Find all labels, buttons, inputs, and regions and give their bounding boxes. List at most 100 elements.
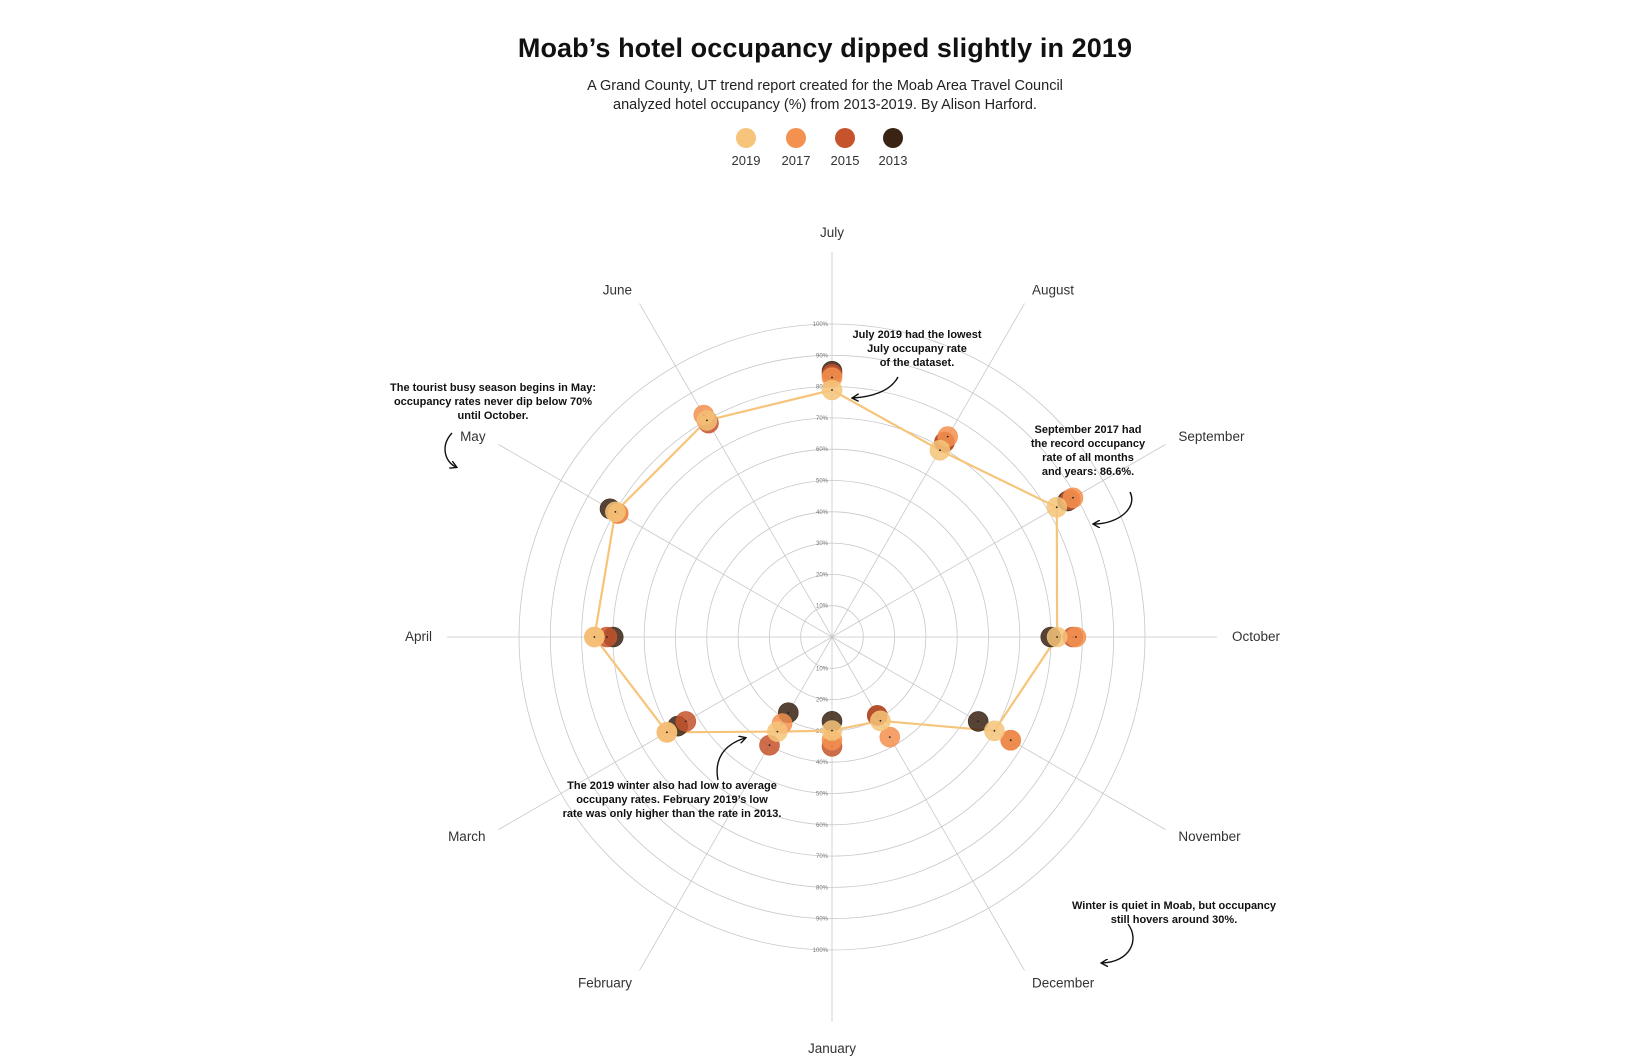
annotation-arrow-december [1102,923,1134,963]
annotation-arrow-july [853,376,899,398]
data-point-center-2019-march [666,731,668,734]
month-label-august: August [1032,283,1074,298]
axis-may [498,444,833,638]
data-point-center-2019-october [1056,636,1058,638]
ring-label-bottom-80: 80% [816,885,829,891]
legend-swatch-2017 [786,128,806,148]
data-point-center-2017-july [831,376,833,379]
legend-label-2015: 2015 [830,153,860,168]
ring-label-top-100: 100% [813,322,829,328]
annotation-september-line-3: rate of all months [1042,452,1134,464]
month-labels: January February March April May June July Augu… [405,225,1281,1056]
ring-label-bottom-20: 20% [816,698,829,704]
annotation-december-line-2: still hovers around 30%. [1111,914,1238,926]
ring-label-bottom-50: 50% [816,792,829,798]
legend-label-2013: 2013 [878,153,908,168]
chart-title: Moab’s hotel occupancy dipped slightly i… [517,33,1133,63]
ring-label-bottom-40: 40% [816,760,829,766]
ring-label-top-10: 10% [816,604,829,610]
legend-item-2019: 2019 [720,128,772,168]
month-label-may: May [460,429,486,444]
axis-june [639,303,833,638]
ring-label-bottom-70: 70% [816,854,829,860]
data-point-center-2017-december [888,736,891,738]
ring-label-top-30: 30% [816,541,829,547]
legend-label-2017: 2017 [781,153,811,168]
annotation-winter-line-2: occupany rates. February 2019’s low [576,794,768,806]
annotation-september-line-1: September 2017 had [1035,424,1142,436]
ring-label-top-90: 90% [816,353,829,359]
legend-swatch-2015 [835,128,855,148]
ring-label-bottom-100: 100% [813,948,829,954]
data-point-center-2013-february [787,711,790,714]
legend: 2019 2017 2015 2013 [720,128,930,170]
annotation-may: The tourist busy season begins in May: oc… [390,382,596,422]
annotation-winter-line-3: rate was only higher than the rate in 20… [563,808,782,820]
data-point-center-2019-september [1055,506,1058,509]
radar-axes [447,252,1217,1022]
data-point-center-2015-february [768,744,771,747]
ring-label-bottom-60: 60% [816,823,829,829]
annotation-july-line-2: July occupany rate [867,343,967,355]
ring-label-top-40: 40% [816,510,829,516]
axis-december [831,636,1025,971]
ring-labels: 10%10%20%20%30%30%40%40%50%50%60%60%70%7… [813,322,829,954]
month-label-december: December [1032,975,1095,990]
annotation-september-line-2: the record occupancy [1031,438,1146,450]
data-point-center-2017-october [1075,636,1077,638]
annotation-september-line-4: and years: 86.6%. [1042,466,1134,478]
data-point-center-2013-november [977,720,980,723]
month-label-february: February [578,975,632,990]
data-point-center-2019-june [706,419,708,422]
month-label-january: January [808,1041,856,1056]
month-label-july: July [820,225,844,240]
data-point-center-2015-march [684,720,687,723]
axis-august [831,303,1025,638]
data-point-center-2017-september [1072,496,1074,499]
data-point-center-2019-may [614,511,617,513]
legend-label-2019: 2019 [731,153,761,168]
annotation-may-line-1: The tourist busy season begins in May: [390,382,596,394]
legend-item-2013: 2013 [867,128,919,168]
annotation-winter-line-1: The 2019 winter also had low to average [567,780,777,792]
ring-label-bottom-90: 90% [816,917,829,923]
ring-label-top-50: 50% [816,479,829,485]
annotation-may-line-2: occupancy rates never dip below 70% [394,396,592,408]
data-point-layer [584,360,1087,757]
data-point-center-2015-april [606,636,608,638]
month-label-june: June [603,283,632,298]
annotation-may-line-3: until October. [458,410,529,422]
data-point-center-2019-january [831,729,833,732]
data-point-center-2017-august [946,435,949,438]
annotation-july-line-3: of the dataset. [880,357,955,369]
data-point-center-2019-december [879,719,882,722]
month-label-november: November [1178,829,1241,844]
month-label-october: October [1232,629,1281,644]
month-label-april: April [405,629,432,644]
data-point-center-2017-november [1009,739,1012,742]
annotation-july-line-1: July 2019 had the lowest [853,329,982,341]
annotation-arrow-winter [716,738,745,781]
legend-swatch-2019 [736,128,756,148]
annotation-layer: July 2019 had the lowest July occupany ra… [390,329,1277,963]
month-label-march: March [448,829,486,844]
subtitle-line-2: analyzed hotel occupancy (%) from 2013-2… [613,97,1037,113]
month-label-september: September [1178,429,1245,444]
annotation-july: July 2019 had the lowest July occupany ra… [853,329,982,369]
data-point-center-2019-august [939,449,941,452]
data-point-center-2019-july [831,389,833,391]
data-point-center-2019-april [593,636,596,638]
ring-label-top-20: 20% [816,572,829,578]
legend-item-2017: 2017 [770,128,822,168]
annotation-winter: The 2019 winter also had low to average o… [563,780,782,820]
subtitle-line-1: A Grand County, UT trend report created … [587,78,1063,94]
chart-subtitle: A Grand County, UT trend report created … [525,77,1125,115]
annotation-arrow-may [444,432,456,467]
ring-label-bottom-10: 10% [816,666,829,672]
ring-label-top-70: 70% [816,416,829,422]
axis-september [831,444,1166,638]
annotation-arrow-september [1094,491,1133,524]
legend-item-2015: 2015 [819,128,871,168]
annotation-september: September 2017 had the record occupancy ra… [1031,424,1146,478]
